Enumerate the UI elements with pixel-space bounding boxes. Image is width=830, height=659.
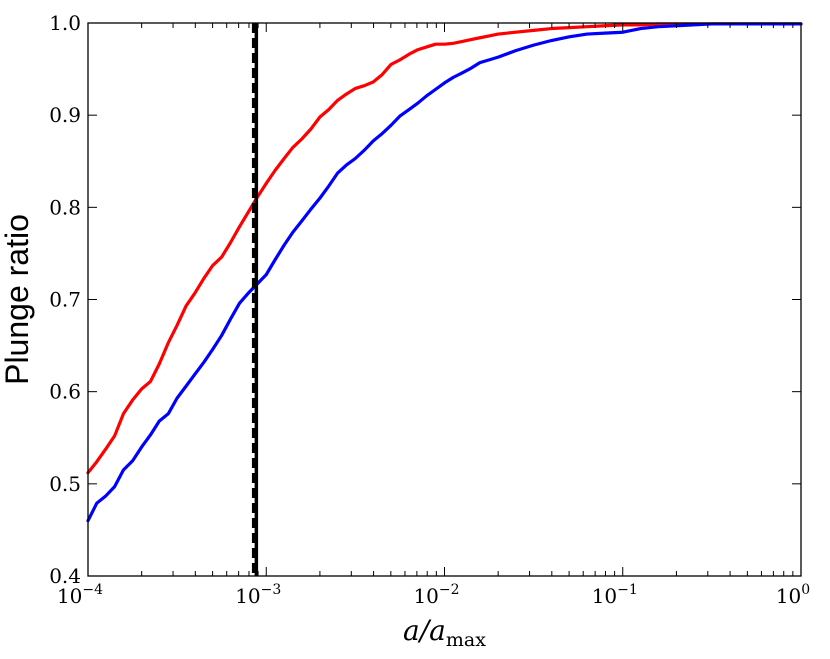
x-axis-label: a/amax bbox=[403, 614, 486, 651]
series-line-1 bbox=[86, 22, 803, 523]
y-tick-label: 1.0 bbox=[49, 11, 81, 35]
y-tick-label: 0.8 bbox=[49, 195, 81, 219]
axes-frame bbox=[87, 22, 802, 577]
series-layer bbox=[86, 22, 803, 523]
x-tick-label: 10−4 bbox=[57, 582, 103, 608]
y-tick-label: 0.6 bbox=[49, 380, 81, 404]
x-tick-label: 10−3 bbox=[235, 582, 281, 608]
plot-area bbox=[86, 22, 803, 577]
x-tick-label: 10−1 bbox=[592, 582, 638, 608]
y-tick-label: 0.5 bbox=[49, 472, 81, 496]
x-tick-label: 100 bbox=[776, 582, 810, 608]
y-tick-label: 0.7 bbox=[49, 288, 81, 312]
tick-labels: 10−4 10−3 10−2 10−1 100 0.4 0.5 0.6 0.7 0.8 0.9 1.0 bbox=[49, 11, 810, 608]
y-tick-label: 0.9 bbox=[49, 103, 81, 127]
vline-layer bbox=[251, 23, 259, 576]
x-tick-label: 10−2 bbox=[413, 582, 459, 608]
y-axis-label: Plunge ratio bbox=[0, 214, 35, 385]
tick-marks bbox=[87, 22, 802, 577]
series-line-0 bbox=[86, 22, 803, 475]
y-tick-label: 0.4 bbox=[49, 564, 81, 588]
